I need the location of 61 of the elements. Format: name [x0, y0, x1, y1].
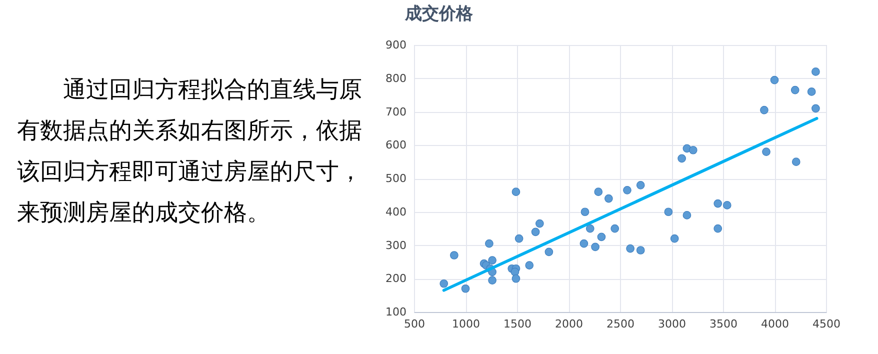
point [514, 234, 524, 243]
point [688, 146, 698, 154]
point [485, 239, 494, 248]
point [626, 244, 634, 253]
point [597, 232, 606, 242]
y-tick-label: 200 [386, 272, 406, 286]
point [770, 76, 779, 84]
x-tick-label: 3500 [710, 318, 738, 330]
point [440, 279, 448, 288]
x-tick-label: 500 [404, 318, 425, 330]
point [682, 211, 692, 220]
point [812, 68, 820, 76]
point [807, 88, 816, 96]
x-tick-label: 3000 [658, 318, 686, 330]
point [812, 104, 820, 113]
point [760, 106, 768, 114]
y-tick-label: 500 [386, 172, 406, 185]
point [604, 194, 613, 203]
point [636, 181, 645, 190]
x-tick-label: 4500 [812, 318, 840, 330]
y-tick-label: 900 [386, 38, 406, 52]
point [664, 208, 673, 216]
chart-title: 成交价格 [404, 4, 474, 24]
point [762, 148, 770, 156]
point [714, 199, 722, 208]
point [525, 261, 534, 270]
x-tick-label: 1500 [504, 318, 532, 330]
point [544, 248, 554, 256]
y-tick-label: 100 [386, 306, 406, 318]
point [586, 224, 594, 233]
point [461, 284, 470, 293]
point [591, 242, 600, 252]
x-tick-label: 4000 [761, 318, 789, 330]
point [535, 219, 544, 228]
y-tick-label: 800 [386, 72, 406, 85]
point [450, 251, 458, 260]
point [488, 276, 496, 284]
point [580, 208, 590, 216]
point [792, 158, 800, 166]
point [580, 239, 588, 248]
x-tick-label: 1000 [452, 318, 480, 330]
point [636, 246, 645, 254]
point [594, 188, 603, 196]
point [610, 224, 620, 233]
point [714, 224, 722, 233]
point [722, 201, 732, 210]
y-tick-label: 300 [386, 238, 406, 252]
y-tick-label: 600 [386, 138, 406, 152]
point [790, 86, 800, 94]
point [531, 228, 540, 236]
point [512, 188, 520, 196]
point [678, 154, 686, 163]
point [623, 186, 632, 194]
y-tick-label: 400 [386, 205, 406, 218]
y-tick-label: 700 [386, 105, 406, 118]
point [670, 234, 679, 243]
x-tick-label: 2000 [555, 318, 583, 330]
point [512, 274, 520, 283]
point [488, 256, 496, 264]
text: 通过回归方程拟合的直线与原有数据点的关系如右图所示，依据该回归方程即可通过房屋的尺寸，来预测房屋的成交价格。 [17, 76, 363, 228]
x-tick-label: 2500 [606, 318, 634, 330]
